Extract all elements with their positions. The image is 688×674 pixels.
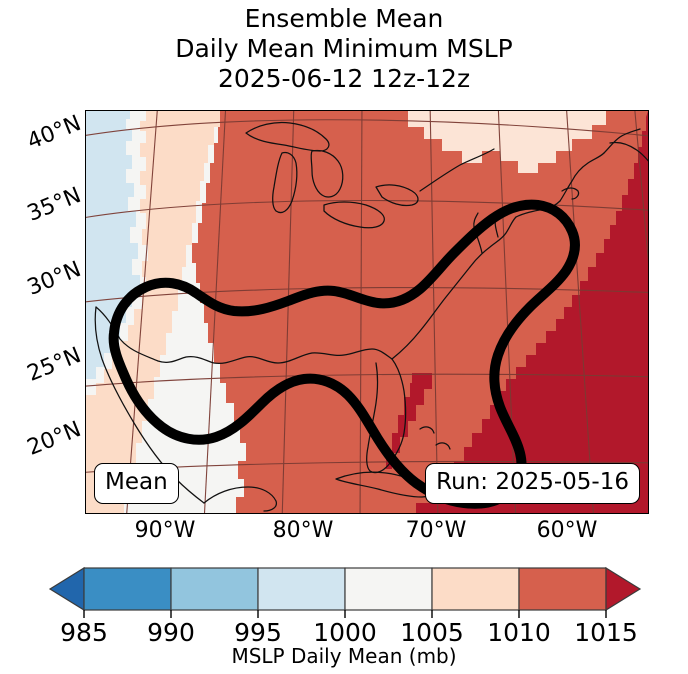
coastline-lake-ontario [375,184,419,207]
page-title: Ensemble Mean Daily Mean Minimum MSLP 20… [0,4,688,94]
colorbar-over-arrow [605,566,642,612]
colorbar-band-1010-1015[interactable] [518,567,607,611]
coastline-florida [366,358,407,474]
fill-band-1005-1010-northeast [408,111,606,173]
coastline-stlawrence [419,148,495,192]
colorbar-tick-1000: 1000 [313,618,377,647]
colorbar-tick-990: 990 [147,618,195,647]
map-contour-svg [86,111,648,513]
coastline-lake-michigan [272,151,298,214]
coastline-newengland [559,152,605,202]
colorbar-band-990-995[interactable] [170,567,259,611]
parallel-35N [86,199,648,218]
coastline-gulf [95,306,393,365]
coastline-novascotia [609,141,648,162]
lat-label-25N: 25°N [23,342,85,387]
colorbar-band-1005-1010[interactable] [431,567,520,611]
colorbar-tick-1005: 1005 [400,618,464,647]
colorbar-band-995-1000[interactable] [257,567,346,611]
fill-band-995-1000 [86,111,140,379]
colorbar-band-1000-1005[interactable] [344,567,433,611]
fill-band-1005-1010-west [86,111,220,513]
meridian-70W [497,111,517,513]
colorbar-svg [48,566,642,618]
mean-badge[interactable]: Mean [94,463,179,504]
meridian-85W [281,111,295,513]
lat-label-20N: 20°N [23,416,85,461]
coastline-lake-huron [310,149,344,198]
meridian-95W [126,111,158,513]
colorbar-tick-985: 985 [60,618,108,647]
coastline-lake-erie [323,201,385,229]
meridian-65W [566,111,594,513]
colorbar-under-arrow [48,566,85,612]
coastline-east-south [391,266,471,360]
coastline-midatlantic [469,216,517,268]
meridian-60W [634,111,648,263]
fill-band-above-1015-florida-coast [386,373,432,469]
parallel-40N [86,119,648,137]
meridian-80W [359,111,363,513]
coastline-capecod [561,187,580,200]
lon-label-70W: 70°W [405,518,467,543]
lat-label-35N: 35°N [23,182,85,227]
colorbar-tick-1010: 1010 [487,618,551,647]
lon-label-80W: 80°W [272,518,334,543]
colorbar-tick-995: 995 [234,618,282,647]
colorbar[interactable]: 985 990 995 1000 1005 1010 1015 MSLP Dai… [0,556,688,674]
title-line-2: Daily Mean Minimum MSLP [175,34,513,63]
parallel-25N [86,373,648,387]
map-plot-area[interactable]: Mean Run: 2025-05-16 [85,110,649,514]
coastline-bahamas-2 [435,442,451,450]
coastline-bahamas-1 [419,426,435,434]
coastline-maine [603,128,641,154]
coastline-mexico-east [94,306,205,504]
coastline-group [94,121,648,512]
meridian-90W [203,111,227,513]
colorbar-band-985-990[interactable] [83,567,172,611]
lon-label-90W: 90°W [134,518,196,543]
colorbar-ticks [83,610,607,618]
fill-band-above-1015-atlantic [416,111,648,513]
coastline-chesapeake [473,212,483,254]
title-line-3: 2025-06-12 12z-12z [217,64,471,93]
run-badge[interactable]: Run: 2025-05-16 [425,463,640,504]
lat-label-40N: 40°N [23,110,85,155]
title-line-1: Ensemble Mean [244,4,444,33]
colorbar-title: MSLP Daily Mean (mb) [231,644,457,668]
coastline-yucatan [203,486,278,512]
lon-label-60W: 60°W [536,518,598,543]
coastline-lake-superior [245,121,330,152]
highlight-contour-1010 [108,199,580,509]
colorbar-tick-1015: 1015 [574,618,638,647]
lat-label-30N: 30°N [23,256,85,301]
